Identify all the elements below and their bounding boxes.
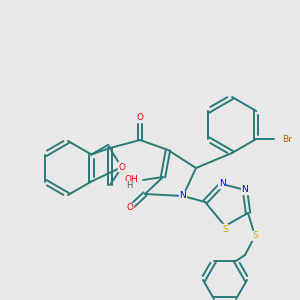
Text: S: S [222, 224, 228, 233]
Text: N: N [180, 191, 186, 200]
Text: OH: OH [124, 176, 138, 184]
Text: H: H [126, 182, 132, 190]
Text: S: S [252, 232, 258, 241]
Text: O: O [136, 113, 143, 122]
Text: O: O [118, 163, 125, 172]
Text: N: N [219, 179, 225, 188]
Text: O: O [127, 203, 134, 212]
Text: N: N [242, 185, 248, 194]
Text: Br: Br [282, 134, 292, 143]
